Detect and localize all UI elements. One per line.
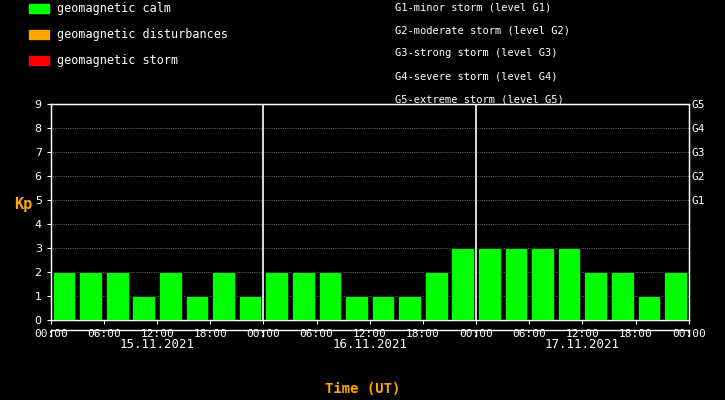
Text: Time (UT): Time (UT) (325, 382, 400, 396)
Bar (265, 272, 288, 320)
Bar (372, 296, 394, 320)
Text: G1-minor storm (level G1): G1-minor storm (level G1) (395, 2, 552, 12)
Text: 17.11.2021: 17.11.2021 (545, 338, 620, 351)
Y-axis label: Kp: Kp (14, 197, 33, 212)
Text: G4-severe storm (level G4): G4-severe storm (level G4) (395, 72, 558, 82)
Bar (345, 296, 368, 320)
Text: geomagnetic storm: geomagnetic storm (57, 54, 178, 67)
Text: G2-moderate storm (level G2): G2-moderate storm (level G2) (395, 25, 570, 35)
Bar (611, 272, 634, 320)
Bar (637, 296, 660, 320)
Bar (133, 296, 155, 320)
Bar (318, 272, 341, 320)
Bar (53, 272, 75, 320)
Bar (478, 248, 501, 320)
Bar (239, 296, 262, 320)
Text: 15.11.2021: 15.11.2021 (120, 338, 194, 351)
Text: 16.11.2021: 16.11.2021 (332, 338, 407, 351)
Bar (398, 296, 421, 320)
Bar (106, 272, 128, 320)
Bar (425, 272, 447, 320)
Text: geomagnetic disturbances: geomagnetic disturbances (57, 28, 228, 41)
Bar (186, 296, 208, 320)
Bar (159, 272, 182, 320)
Text: geomagnetic calm: geomagnetic calm (57, 2, 170, 15)
Text: G5-extreme storm (level G5): G5-extreme storm (level G5) (395, 95, 564, 105)
Bar (664, 272, 687, 320)
Bar (558, 248, 581, 320)
Bar (212, 272, 235, 320)
Bar (452, 248, 474, 320)
Bar (292, 272, 315, 320)
Bar (505, 248, 527, 320)
Text: G3-strong storm (level G3): G3-strong storm (level G3) (395, 48, 558, 58)
Bar (584, 272, 607, 320)
Bar (531, 248, 554, 320)
Bar (79, 272, 102, 320)
